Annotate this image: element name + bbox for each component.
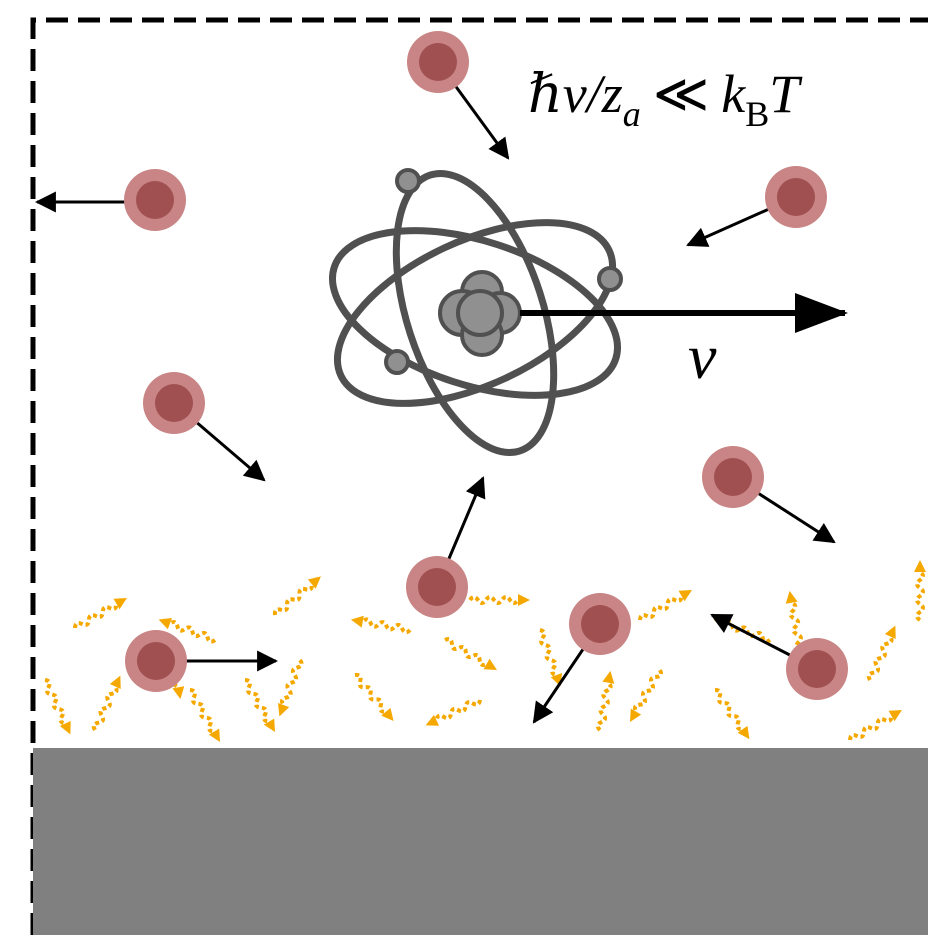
velocity-arrowhead	[795, 293, 848, 333]
particle	[786, 638, 848, 700]
photon	[271, 572, 325, 620]
surface	[33, 748, 928, 935]
particle	[407, 31, 469, 93]
photon	[350, 671, 398, 725]
photon	[914, 560, 926, 620]
photon	[442, 635, 500, 675]
particle	[702, 446, 764, 508]
photon	[40, 677, 76, 736]
page: v ℏv/za≪kBT (() => { const data = JSON.p…	[0, 0, 928, 935]
formula-rhs: k	[721, 64, 746, 124]
photon	[637, 585, 695, 625]
formula-relation: ≪	[653, 64, 710, 124]
particle	[125, 630, 187, 692]
photon	[865, 623, 901, 682]
photon	[240, 677, 280, 735]
particle	[406, 556, 468, 618]
particle	[765, 166, 827, 228]
formula-rhs-sub: B	[745, 94, 769, 134]
particles	[124, 31, 848, 700]
particle	[569, 593, 631, 655]
formula-rhs-tail: T	[769, 64, 803, 124]
velocity-label: v	[688, 321, 717, 392]
photon	[350, 614, 411, 636]
photon	[90, 673, 126, 732]
particle	[143, 372, 205, 434]
photon	[594, 670, 616, 731]
photon	[274, 658, 306, 718]
photon	[625, 667, 665, 725]
diagram: v ℏv/za ≪kBT	[0, 0, 928, 935]
formula-lhs: ℏv/z	[528, 64, 623, 124]
formula-lhs-sub: a	[623, 94, 641, 134]
particle	[124, 169, 186, 231]
photon	[72, 593, 130, 633]
photon	[423, 695, 482, 731]
photon	[185, 687, 225, 745]
photon	[710, 687, 754, 743]
formula: ℏv/za ≪kBT	[528, 64, 803, 134]
photon	[470, 594, 530, 606]
photon	[847, 705, 905, 745]
